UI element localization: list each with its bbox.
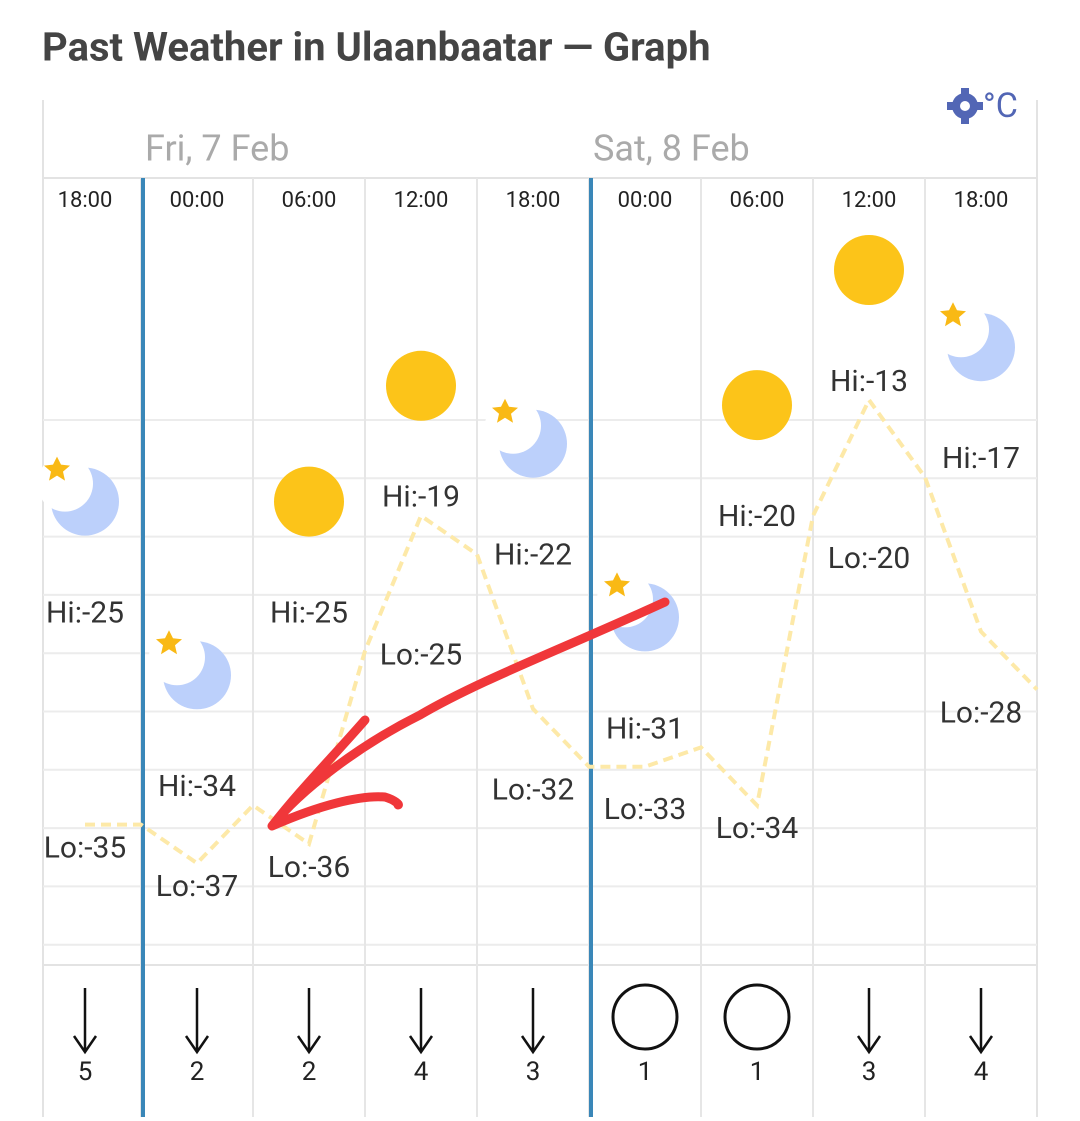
hi-label: Hi:-22 [494, 538, 572, 573]
moon-cutout [149, 629, 205, 686]
day-label: Fri, 7 Feb [145, 128, 289, 170]
wind-speed: 1 [750, 1057, 765, 1087]
time-label: 06:00 [730, 188, 785, 213]
lo-label: Lo:-32 [492, 773, 575, 808]
time-label: 18:00 [58, 188, 113, 213]
calm-icon [611, 983, 679, 1051]
time-label: 00:00 [618, 188, 673, 213]
hi-label: Hi:-25 [270, 596, 348, 631]
hi-label: Hi:-34 [158, 769, 236, 804]
star-icon [156, 630, 182, 655]
wind-speed: 1 [638, 1057, 653, 1087]
moon-cutout [485, 397, 541, 454]
star-icon [940, 302, 966, 327]
wind-arrow [184, 988, 210, 1055]
annotation-arrow [267, 597, 670, 831]
time-label: 18:00 [506, 188, 561, 213]
lo-label: Lo:-25 [380, 638, 463, 673]
time-label: 06:00 [282, 188, 337, 213]
frame [42, 100, 1038, 1117]
hi-label: Hi:-25 [46, 596, 124, 631]
hi-label: Hi:-13 [830, 364, 908, 399]
content: Fri, 7 Feb Sat, 8 Feb 18:00 Hi:-25 Lo:-35 5 00… [37, 128, 1039, 1117]
title: Past Weather in Ulaanbaatar — Graph [42, 24, 711, 71]
wind-arrow [856, 988, 882, 1055]
lo-label: Lo:-34 [716, 811, 799, 846]
wind-speed: 2 [190, 1057, 205, 1087]
hi-label: Hi:-20 [718, 499, 796, 534]
lo-label: Lo:-20 [828, 541, 911, 576]
wind-arrow [968, 988, 994, 1055]
hi-label: Hi:-31 [606, 711, 684, 746]
wind-arrow [72, 988, 98, 1055]
moon-cutout [933, 301, 989, 358]
grid [43, 178, 1037, 1117]
wind-speed: 4 [414, 1057, 429, 1087]
wind-speed: 2 [302, 1057, 317, 1087]
time-label: 12:00 [394, 188, 449, 213]
wind-speed: 4 [974, 1057, 989, 1087]
hi-label: Hi:-17 [942, 441, 1020, 476]
time-label: 12:00 [842, 188, 897, 213]
star-icon [604, 572, 630, 597]
time-label: 18:00 [954, 188, 1009, 213]
wind-speed: 3 [526, 1057, 541, 1087]
day-label: Sat, 8 Feb [593, 128, 750, 170]
sun-icon [722, 370, 792, 441]
star-icon [492, 398, 518, 423]
star-icon [44, 456, 70, 481]
wind-speed: 3 [862, 1057, 877, 1087]
lo-label: Lo:-35 [44, 831, 127, 866]
lo-label: Lo:-36 [268, 850, 351, 885]
wind-arrow [408, 988, 434, 1055]
hi-label: Hi:-19 [382, 480, 460, 515]
wind-speed: 5 [78, 1057, 93, 1087]
sun-icon [386, 350, 456, 421]
sun-icon [834, 235, 904, 305]
settings-button[interactable]: °C [947, 86, 1018, 126]
wind-arrow [520, 988, 546, 1055]
lo-label: Lo:-37 [156, 869, 239, 904]
lo-label: Lo:-28 [940, 695, 1023, 730]
calm-icon [723, 983, 791, 1051]
moon-cutout [37, 455, 93, 512]
wind-arrow [296, 988, 322, 1055]
unit-label[interactable]: °C [983, 86, 1018, 126]
sun-icon [274, 466, 344, 537]
time-label: 00:00 [170, 188, 225, 213]
lo-label: Lo:-33 [604, 792, 687, 827]
